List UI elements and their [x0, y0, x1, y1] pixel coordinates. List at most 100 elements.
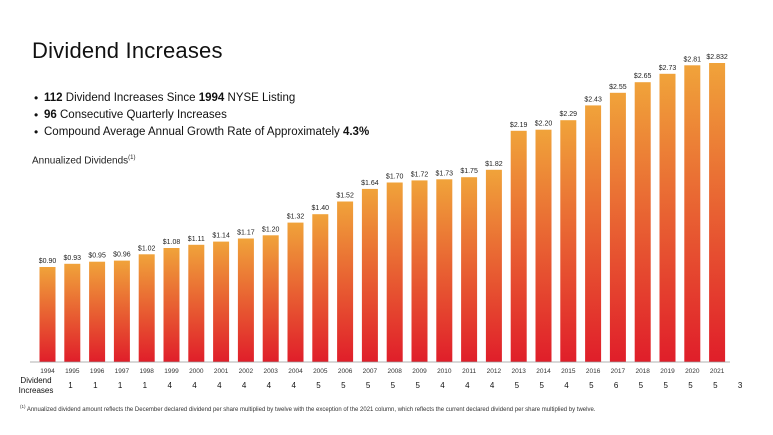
bar-2018 — [634, 82, 651, 362]
value-label: $1.40 — [312, 205, 330, 212]
bar-2004 — [287, 222, 304, 362]
increase-count: 1 — [143, 381, 148, 390]
x-tick-label: 2018 — [635, 368, 650, 375]
increase-count: 5 — [341, 381, 346, 390]
value-label: $2.832 — [706, 54, 728, 61]
increase-count: 4 — [167, 381, 172, 390]
increase-count: 3 — [738, 381, 743, 390]
x-tick-label: 1997 — [115, 368, 130, 375]
bar-1997 — [113, 260, 130, 362]
bar-2020 — [684, 65, 701, 363]
value-label: $1.14 — [212, 233, 230, 240]
bar-1999 — [163, 248, 180, 362]
value-label: $0.96 — [113, 252, 131, 259]
value-label: $2.73 — [659, 65, 677, 72]
value-label: $1.82 — [485, 161, 503, 168]
x-tick-label: 2011 — [462, 368, 476, 375]
x-tick-label: 2014 — [536, 368, 551, 375]
value-label: $2.20 — [535, 121, 553, 128]
x-tick-label: 2000 — [189, 368, 204, 375]
increase-count: 5 — [316, 381, 321, 390]
increase-count: 6 — [614, 381, 619, 390]
highlight-item: • 112 Dividend Increases Since 1994 NYSE … — [34, 91, 296, 105]
value-label: $1.02 — [138, 245, 156, 252]
increase-count: 4 — [440, 381, 445, 390]
increase-count: 1 — [118, 381, 123, 390]
increase-count: 4 — [192, 381, 197, 390]
value-label: $2.19 — [510, 122, 528, 129]
bar-2021 — [709, 63, 726, 362]
increase-count: 4 — [217, 381, 222, 390]
x-tick-label: 2016 — [586, 368, 601, 375]
x-tick-label: 2019 — [660, 368, 675, 375]
value-label: $2.65 — [634, 73, 652, 80]
x-tick-label: 2010 — [437, 368, 452, 375]
dividend-bar-chart: $0.90 1994 1 $0.93 1995 1 $0.95 1996 1 $0.96 1997 1… — [19, 54, 743, 395]
value-label: $0.93 — [64, 255, 82, 262]
x-tick-label: 2012 — [487, 368, 502, 375]
increase-count: 1 — [68, 381, 73, 390]
increase-count: 5 — [663, 381, 668, 390]
value-label: $1.11 — [188, 236, 205, 243]
value-label: $1.64 — [361, 180, 379, 187]
highlights-list: • 112 Dividend Increases Since 1994 NYSE … — [34, 90, 369, 141]
x-tick-label: 2006 — [338, 368, 353, 375]
bar-2008 — [386, 182, 403, 362]
value-label: $1.52 — [336, 193, 354, 200]
bar-2003 — [262, 235, 279, 362]
bar-2007 — [361, 188, 378, 362]
bar-2011 — [461, 177, 478, 362]
increase-count: 1 — [93, 381, 98, 390]
value-label: $2.81 — [684, 56, 702, 63]
value-label: $0.95 — [88, 253, 106, 260]
chart-subtitle: Annualized Dividends(1) — [32, 155, 136, 167]
x-tick-label: 2005 — [313, 368, 328, 375]
increases-row-label-1: Dividend — [20, 376, 51, 385]
increase-count: 4 — [465, 381, 470, 390]
x-tick-label: 2001 — [214, 368, 229, 375]
bullet-icon: • — [34, 108, 39, 122]
value-label: $1.08 — [163, 239, 181, 246]
value-label: $1.32 — [287, 214, 305, 221]
value-label: $2.29 — [560, 111, 578, 118]
increase-count: 4 — [267, 381, 272, 390]
x-tick-label: 2007 — [363, 368, 378, 375]
value-label: $1.72 — [411, 171, 429, 178]
increase-count: 5 — [539, 381, 544, 390]
increase-count: 5 — [415, 381, 420, 390]
bar-2017 — [609, 92, 626, 363]
value-label: $1.70 — [386, 174, 404, 181]
footnote: (1) Annualized dividend amount reflects … — [20, 404, 596, 413]
value-label: $0.90 — [39, 258, 57, 265]
x-tick-label: 2003 — [263, 368, 278, 375]
value-label: $2.43 — [584, 96, 602, 103]
bar-2013 — [510, 130, 527, 362]
value-label: $1.73 — [436, 170, 454, 177]
x-tick-label: 2002 — [239, 368, 254, 375]
value-label: $1.75 — [460, 168, 478, 175]
increase-count: 4 — [490, 381, 495, 390]
x-tick-label: 1999 — [164, 368, 179, 375]
bar-2016 — [585, 105, 602, 363]
bar-1994 — [39, 267, 56, 362]
highlight-item: • Compound Average Annual Growth Rate of … — [34, 125, 370, 139]
value-label: $1.17 — [237, 230, 255, 237]
x-tick-label: 2004 — [288, 368, 303, 375]
x-tick-label: 2008 — [387, 368, 402, 375]
bar-2014 — [535, 129, 552, 362]
increase-count: 5 — [639, 381, 644, 390]
page-title: Dividend Increases — [32, 38, 223, 63]
bar-2005 — [312, 214, 329, 362]
increases-row-label-2: Increases — [19, 386, 54, 395]
increase-count: 4 — [242, 381, 247, 390]
x-tick-label: 1996 — [90, 368, 105, 375]
bar-1998 — [138, 254, 155, 362]
bar-2002 — [237, 238, 254, 362]
increase-count: 5 — [713, 381, 718, 390]
bar-2012 — [485, 169, 502, 362]
increase-count: 5 — [515, 381, 520, 390]
value-label: $1.20 — [262, 226, 280, 233]
increase-count: 5 — [391, 381, 396, 390]
bar-2015 — [560, 120, 577, 362]
increase-count: 5 — [366, 381, 371, 390]
